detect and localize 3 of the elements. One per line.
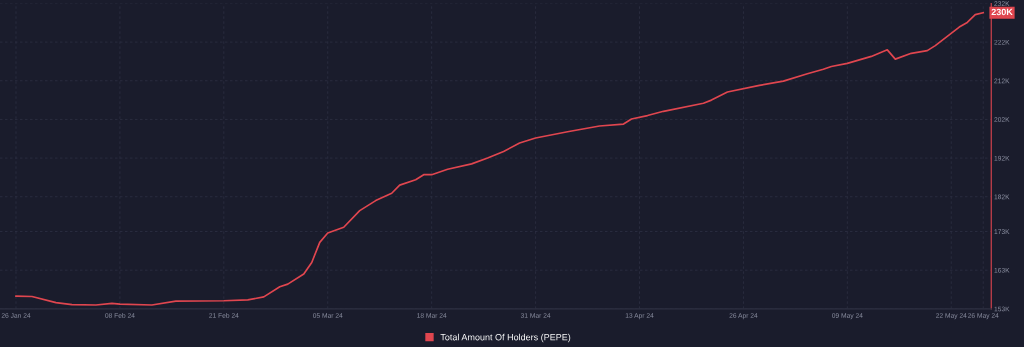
- line-series: [15, 11, 985, 306]
- legend-label: Total Amount Of Holders (PEPE): [440, 333, 571, 343]
- data-label: 230K: [991, 8, 1013, 16]
